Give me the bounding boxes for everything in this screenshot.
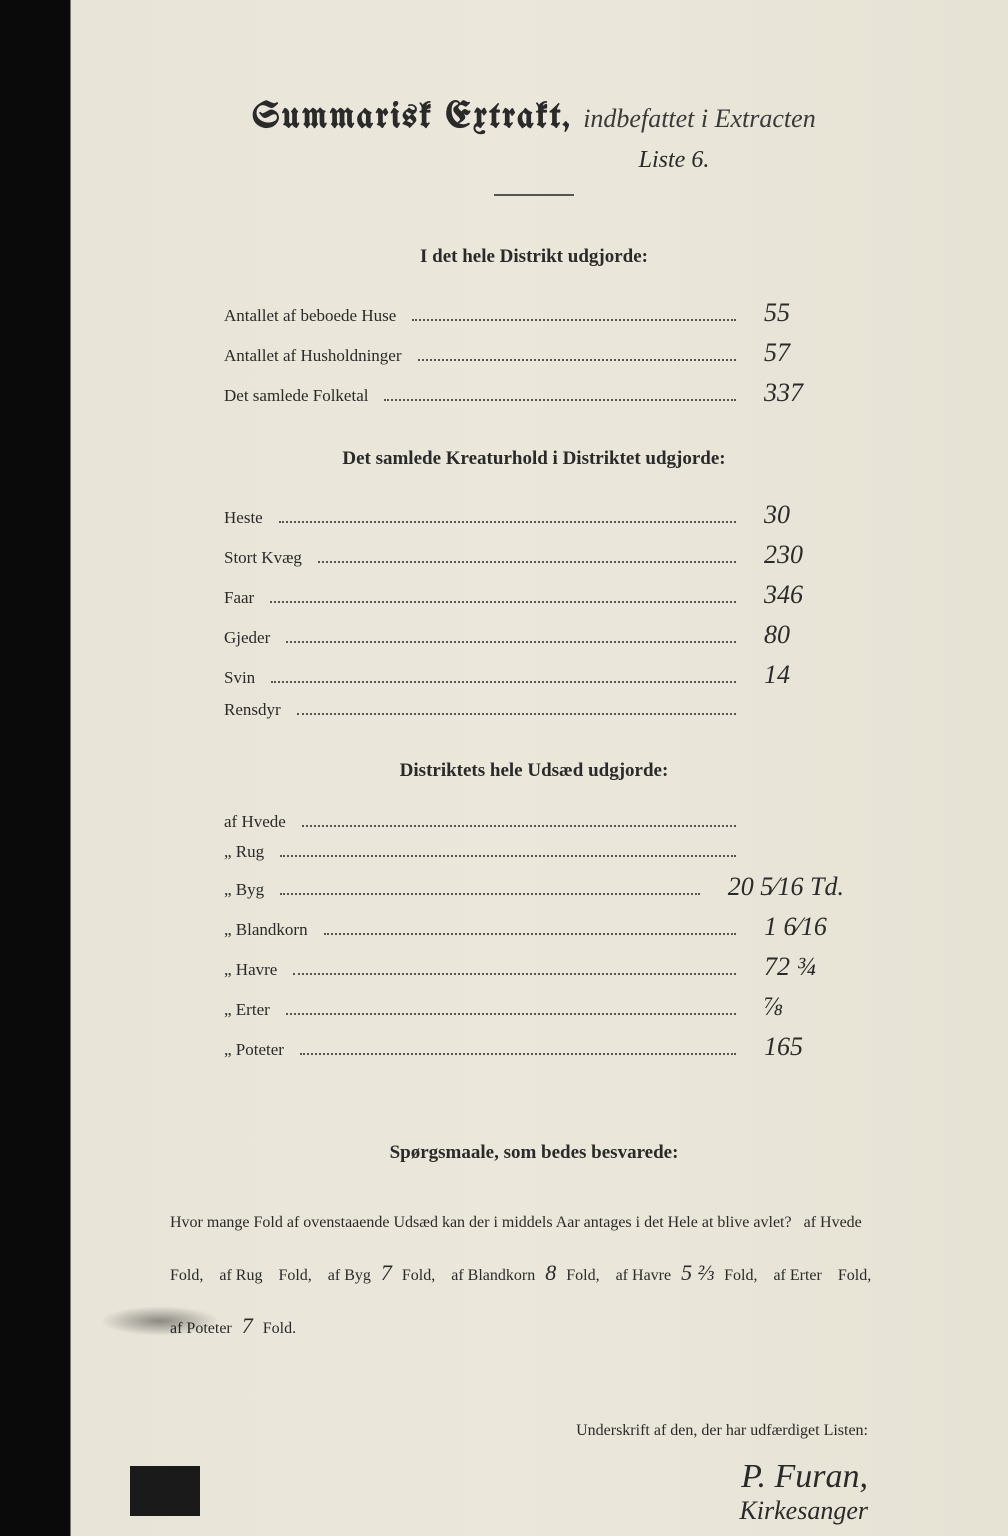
data-row: „ Rug [224, 842, 844, 862]
q-item-unit: Fold, [402, 1267, 435, 1284]
data-row: Det samlede Folketal 337 [224, 378, 844, 408]
row-label: af Hvede [224, 812, 294, 832]
row-label: Faar [224, 588, 262, 608]
row-value: 80 [744, 620, 844, 650]
data-row: „ Havre 72 ¾ [224, 952, 844, 982]
data-row: „ Byg 20 5⁄16 Td. [224, 872, 844, 902]
row-label: „ Erter [224, 1000, 278, 1020]
row-value: ⅞ [744, 992, 844, 1022]
section1-heading: I det hele Distrikt udgjorde: [140, 246, 928, 268]
data-row: „ Poteter 165 [224, 1032, 844, 1062]
dot-leader [418, 357, 736, 361]
q-item-unit: Fold, [838, 1267, 871, 1284]
data-row: Stort Kvæg 230 [224, 540, 844, 570]
document-page: Summarisk Extrakt, indbefattet i Extract… [0, 0, 1008, 1536]
row-label: „ Blandkorn [224, 920, 316, 940]
q-item-value [826, 1260, 838, 1285]
signature-block: Underskrift af den, der har udfærdiget L… [140, 1422, 928, 1526]
row-label: Stort Kvæg [224, 548, 310, 568]
data-row: Antallet af beboede Huse 55 [224, 298, 844, 328]
signature-role: Kirkesanger [140, 1496, 868, 1526]
row-value: 30 [744, 500, 844, 530]
row-value: 337 [744, 378, 844, 408]
dot-leader [412, 317, 736, 321]
row-label: Rensdyr [224, 700, 289, 720]
q-item-label: af Rug [219, 1267, 262, 1284]
q-item-label: af Byg [328, 1267, 371, 1284]
q-item-value: 8 [539, 1260, 562, 1285]
section2-block: Heste 30 Stort Kvæg 230 Faar 346 Gjeder … [224, 500, 844, 720]
questions-heading: Spørgsmaale, som bedes besvarede: [140, 1142, 928, 1164]
questions-intro: Hvor mange Fold af ovenstaaende Udsæd ka… [170, 1214, 792, 1231]
title-handwritten-line2: Liste 6. [420, 147, 928, 174]
q-item-value: 7 [236, 1313, 259, 1338]
row-value: 230 [744, 540, 844, 570]
q-item-unit: Fold, [278, 1267, 311, 1284]
row-label: Heste [224, 508, 271, 528]
row-label: „ Rug [224, 842, 272, 862]
questions-section: Spørgsmaale, som bedes besvarede: Hvor m… [140, 1142, 928, 1352]
row-label: Det samlede Folketal [224, 386, 376, 406]
questions-body: Hvor mange Fold af ovenstaaende Udsæd ka… [170, 1194, 898, 1352]
q-item-label: af Blandkorn [451, 1267, 535, 1284]
q-item-label: af Hvede [804, 1214, 862, 1231]
q-item-label: af Erter [773, 1267, 821, 1284]
q-item-value: 7 [375, 1260, 398, 1285]
archive-tab [130, 1466, 200, 1516]
section2-heading: Det samlede Kreaturhold i Distriktet udg… [140, 448, 928, 470]
data-row: Antallet af Husholdninger 57 [224, 338, 844, 368]
row-value: 1 6⁄16 [744, 912, 844, 942]
row-label: „ Byg [224, 880, 272, 900]
row-value: 57 [744, 338, 844, 368]
section3-heading: Distriktets hele Udsæd udgjorde: [140, 760, 928, 782]
q-item-value [862, 1207, 874, 1232]
data-row: Faar 346 [224, 580, 844, 610]
row-label: „ Havre [224, 960, 285, 980]
dot-leader [384, 397, 736, 401]
q-item-value [266, 1260, 278, 1285]
signature-label: Underskrift af den, der har udfærdiget L… [140, 1422, 868, 1440]
divider [494, 194, 574, 196]
data-row: Svin 14 [224, 660, 844, 690]
row-label: „ Poteter [224, 1040, 292, 1060]
row-value: 55 [744, 298, 844, 328]
section3-block: af Hvede „ Rug „ Byg 20 5⁄16 Td. „ Bland… [224, 812, 844, 1062]
q-item-unit: Fold. [263, 1320, 296, 1337]
data-row: Gjeder 80 [224, 620, 844, 650]
q-item-label: af Havre [616, 1267, 672, 1284]
data-row: „ Blandkorn 1 6⁄16 [224, 912, 844, 942]
q-item-value: 5 ⅔ [675, 1260, 720, 1285]
data-row: Rensdyr [224, 700, 844, 720]
q-item-unit: Fold, [170, 1267, 203, 1284]
title-main: Summarisk Extrakt, [252, 100, 571, 137]
title-row: Summarisk Extrakt, indbefattet i Extract… [140, 100, 928, 137]
data-row: „ Erter ⅞ [224, 992, 844, 1022]
row-label: Gjeder [224, 628, 278, 648]
row-value: 20 5⁄16 Td. [708, 872, 844, 902]
ink-smudge [100, 1306, 220, 1336]
data-row: af Hvede [224, 812, 844, 832]
row-value: 165 [744, 1032, 844, 1062]
data-row: Heste 30 [224, 500, 844, 530]
q-item-unit: Fold, [566, 1267, 599, 1284]
row-label: Svin [224, 668, 263, 688]
title-handwritten: indbefattet i Extracten [583, 104, 816, 133]
row-label: Antallet af beboede Huse [224, 306, 404, 326]
signature-name: P. Furan, [140, 1458, 868, 1496]
row-value: 72 ¾ [744, 952, 844, 982]
row-label: Antallet af Husholdninger [224, 346, 410, 366]
row-value: 14 [744, 660, 844, 690]
q-item-unit: Fold, [724, 1267, 757, 1284]
row-value: 346 [744, 580, 844, 610]
section1-block: Antallet af beboede Huse 55 Antallet af … [224, 298, 844, 408]
